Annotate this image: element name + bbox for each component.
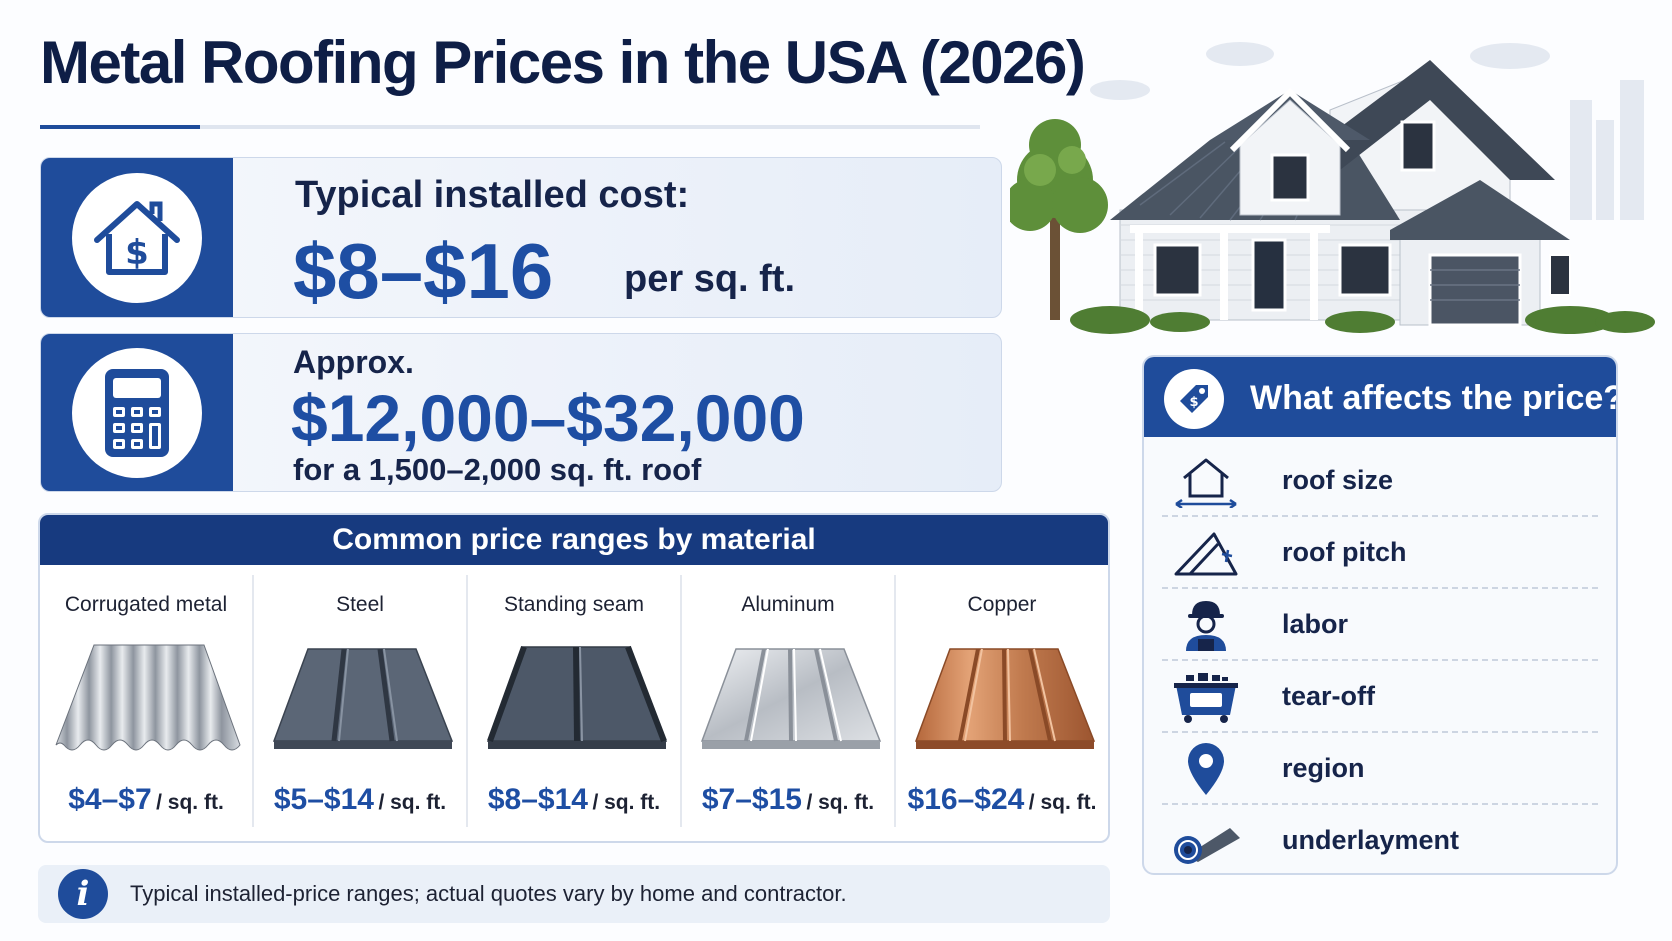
roof-pitch-icon — [1170, 525, 1242, 581]
material-steel: Steel $5–$14 / sq. ft. — [254, 575, 468, 827]
total-cost-label: Approx. — [293, 344, 414, 380]
material-price: $8–$14 / sq. ft. — [468, 783, 680, 817]
materials-header: Common price ranges by material — [40, 515, 1108, 565]
total-cost-price: $12,000–$32,000 — [291, 381, 805, 455]
factor-item: underlayment — [1162, 805, 1598, 873]
material-price-unit: / sq. ft. — [378, 791, 447, 814]
material-price-unit: / sq. ft. — [806, 791, 875, 814]
material-price-value: $5–$14 — [273, 783, 374, 816]
price-factors-title: What affects the price? — [1250, 379, 1618, 417]
materials-row: Corrugated metal — [40, 567, 1108, 841]
roof-size-icon — [1170, 453, 1242, 509]
standing-seam-panel-icon — [486, 645, 668, 749]
material-name: Copper — [967, 593, 1037, 616]
page-title: Metal Roofing Prices in the USA (2026) — [40, 29, 1086, 96]
info-icon: i — [58, 869, 108, 919]
material-price: $4–$7 / sq. ft. — [40, 783, 252, 817]
installed-cost-label: Typical installed cost: — [295, 174, 690, 216]
factor-item: roof pitch — [1162, 517, 1598, 589]
underlayment-roll-icon — [1170, 813, 1242, 869]
installed-cost-icon-panel: $ — [41, 158, 233, 317]
material-price-unit: / sq. ft. — [156, 791, 224, 814]
calculator-icon — [72, 347, 202, 478]
title-underline-accent — [40, 125, 200, 129]
material-price-value: $4–$7 — [68, 783, 152, 816]
aluminum-panel-icon — [700, 648, 882, 749]
disclaimer-note: i Typical installed-price ranges; actual… — [38, 865, 1110, 923]
house-illustration — [1010, 42, 1655, 334]
material-price-unit: / sq. ft. — [1028, 791, 1097, 814]
dumpster-icon — [1170, 669, 1242, 725]
house-dollar-icon: $ — [72, 172, 202, 303]
location-pin-icon — [1170, 741, 1242, 797]
worker-icon — [1170, 597, 1242, 653]
factor-item: tear-off — [1162, 661, 1598, 733]
steel-panel-icon — [272, 648, 454, 749]
installed-cost-unit: per sq. ft. — [624, 258, 796, 300]
factor-item: region — [1162, 733, 1598, 805]
material-name: Steel — [336, 593, 384, 616]
material-name: Corrugated metal — [64, 593, 228, 616]
material-name: Aluminum — [741, 593, 835, 616]
factor-item: labor — [1162, 589, 1598, 661]
copper-panel-icon — [914, 648, 1096, 749]
material-copper: Copper $16–$24 / sq. ft. — [896, 575, 1108, 827]
price-factors-header: $ What affects the price? — [1144, 357, 1616, 437]
material-corrugated: Corrugated metal — [40, 575, 254, 827]
total-cost-note: for a 1,500–2,000 sq. ft. roof — [293, 452, 702, 487]
materials-panel: Common price ranges by material Corrugat… — [38, 513, 1110, 843]
factor-label: region — [1282, 753, 1365, 783]
disclaimer-text: Typical installed-price ranges; actual q… — [130, 881, 847, 906]
material-price-value: $8–$14 — [487, 783, 588, 816]
material-price: $5–$14 / sq. ft. — [254, 783, 466, 817]
material-price-unit: / sq. ft. — [592, 791, 661, 814]
title-underline — [40, 125, 980, 129]
price-factors-list: roof size roof pitch — [1162, 445, 1598, 873]
material-name: Standing seam — [503, 593, 645, 616]
installed-cost-card: $ Typical installed cost: $8–$16 per sq.… — [40, 157, 1002, 318]
factor-label: labor — [1282, 609, 1349, 639]
total-cost-icon-panel — [41, 334, 233, 491]
factor-item: roof size — [1162, 445, 1598, 517]
material-aluminum: Aluminum $7–$15 / sq. ft. — [682, 575, 896, 827]
factor-label: tear-off — [1282, 681, 1375, 711]
svg-text:$: $ — [125, 233, 149, 273]
factor-label: underlayment — [1282, 825, 1460, 855]
price-factors-panel: $ What affects the price? roof size — [1142, 355, 1618, 875]
material-standing-seam: Standing seam $8–$14 / sq. ft. — [468, 575, 682, 827]
price-tag-icon: $ — [1164, 369, 1224, 429]
corrugated-panel-icon — [55, 644, 241, 751]
material-price: $7–$15 / sq. ft. — [682, 783, 894, 817]
factor-label: roof pitch — [1282, 537, 1407, 567]
material-price-value: $16–$24 — [907, 783, 1025, 816]
installed-cost-price: $8–$16 — [293, 227, 554, 315]
total-cost-card: Approx. $12,000–$32,000 for a 1,500–2,00… — [40, 333, 1002, 492]
svg-text:$: $ — [1189, 395, 1198, 410]
material-price-value: $7–$15 — [701, 783, 802, 816]
factor-label: roof size — [1282, 465, 1394, 495]
material-price: $16–$24 / sq. ft. — [896, 783, 1108, 817]
